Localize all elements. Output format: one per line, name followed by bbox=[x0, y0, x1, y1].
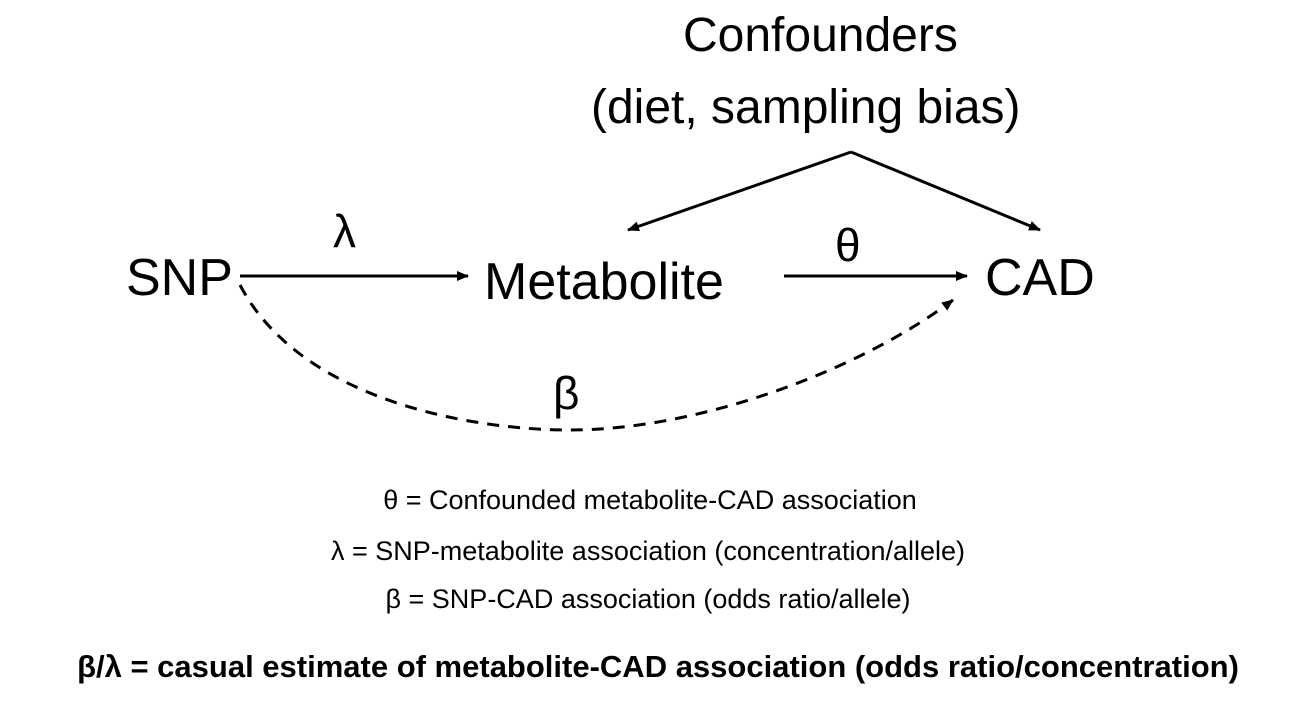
arrow-confounders-to-cad bbox=[850, 150, 1041, 232]
beta-edge-label: β bbox=[553, 367, 580, 419]
theta-edge-label: θ bbox=[835, 219, 861, 271]
confounders-examples: (diet, sampling bias) bbox=[591, 81, 1021, 134]
lambda-edge-label: λ bbox=[333, 205, 356, 257]
causal-estimate-note: β/λ = casual estimate of metabolite-CAD … bbox=[77, 649, 1239, 684]
legend-lambda: λ = SNP-metabolite association (concentr… bbox=[330, 536, 966, 566]
legend-theta: θ = Confounded metabolite-CAD associatio… bbox=[383, 485, 917, 515]
arrow-confounders-to-metabolite bbox=[627, 150, 852, 232]
snp-node: SNP bbox=[126, 249, 233, 307]
metabolite-node: Metabolite bbox=[484, 253, 724, 311]
cad-node: CAD bbox=[985, 249, 1095, 307]
arrow-snp-to-cad-dashed bbox=[238, 284, 954, 432]
confounders-title: Confounders bbox=[683, 9, 958, 62]
legend-beta: β = SNP-CAD association (odds ratio/alle… bbox=[385, 584, 911, 614]
